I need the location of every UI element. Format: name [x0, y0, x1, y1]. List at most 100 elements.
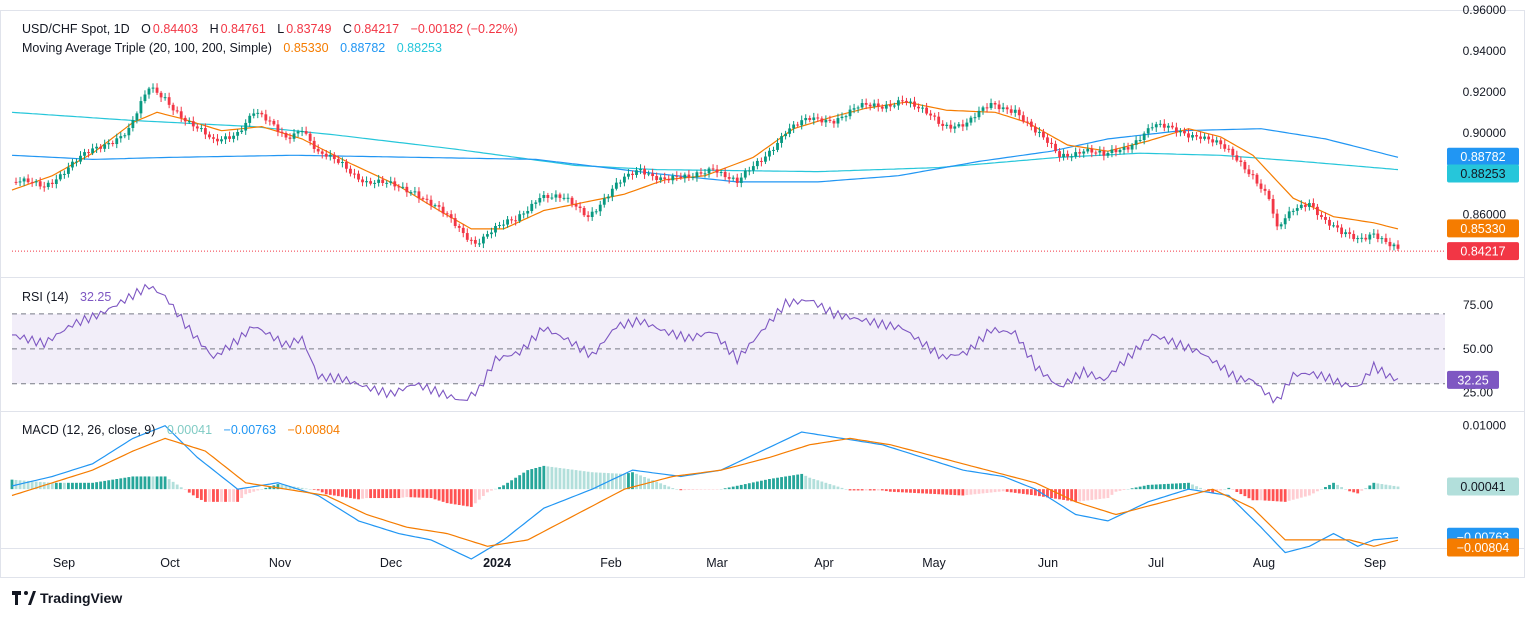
- macd-hist-bar: [1287, 489, 1291, 501]
- candle-body: [1376, 233, 1380, 240]
- macd-hist-bar: [876, 489, 880, 491]
- candle-body: [542, 195, 546, 199]
- macd-hist-bar: [1219, 489, 1223, 491]
- macd-hist-bar: [1009, 489, 1013, 493]
- macd-hist-bar: [284, 485, 288, 490]
- candle-body: [1021, 115, 1025, 122]
- macd-hist-bar: [699, 489, 703, 490]
- candle-body: [1211, 139, 1215, 143]
- macd-hist-bar: [917, 489, 920, 494]
- macd-hist-bar: [62, 482, 66, 490]
- open-label: O: [141, 22, 151, 36]
- macd-hist-bar: [957, 489, 961, 496]
- macd-hist-bar: [747, 483, 751, 490]
- candle-body: [606, 196, 610, 199]
- macd-legend-label: MACD (12, 26, close, 9): [22, 423, 156, 437]
- candle-body: [288, 137, 292, 139]
- candle-body: [1287, 211, 1291, 219]
- macd-hist-bar: [1158, 484, 1162, 490]
- macd-hist-bar: [240, 489, 244, 499]
- candle-body: [195, 126, 199, 129]
- macd-hist-bar: [1368, 485, 1372, 490]
- time-axis-tick-5: Feb: [600, 556, 622, 570]
- macd-hist-bar: [1130, 488, 1134, 490]
- macd-hist-bar: [921, 489, 924, 494]
- candle-body: [941, 123, 945, 126]
- candle-body: [901, 100, 904, 102]
- candle-body: [91, 148, 94, 154]
- tradingview-brand[interactable]: TradingView: [12, 590, 122, 606]
- macd-hist-bar: [397, 489, 401, 499]
- macd-hist-bar: [812, 479, 816, 490]
- candle-body: [208, 134, 211, 138]
- candle-body: [345, 162, 348, 169]
- macd-hist-bar: [147, 476, 151, 490]
- macd-hist-bar: [1199, 487, 1202, 490]
- macd-hist-bar: [50, 482, 54, 490]
- macd-hist-bar: [494, 488, 497, 490]
- candle-body: [1279, 224, 1283, 227]
- macd-hist-bar: [784, 476, 787, 490]
- macd-hist-bar: [985, 489, 989, 493]
- candle-body: [921, 107, 924, 109]
- candle-body: [1166, 125, 1170, 128]
- candle-body: [711, 168, 715, 170]
- candle-body: [675, 175, 679, 177]
- macd-hist-bar: [739, 484, 743, 490]
- low-label: L: [277, 22, 285, 36]
- candle-body: [1013, 109, 1017, 113]
- candle-body: [695, 172, 699, 178]
- macd-hist-bar: [1316, 489, 1319, 492]
- macd-hist-bar: [618, 473, 622, 490]
- candle-body: [1050, 142, 1053, 144]
- macd-hist-bar: [159, 476, 163, 490]
- macd-hist-bar: [969, 489, 973, 495]
- candle-body: [1062, 153, 1065, 158]
- candle-body: [46, 182, 50, 188]
- macd-hist-bar: [1066, 489, 1070, 501]
- macd-hist-bar: [155, 476, 159, 490]
- macd-hist-bar: [401, 489, 405, 498]
- macd-hist-bar: [1376, 483, 1380, 490]
- macd-hist-bar: [296, 487, 300, 490]
- macd-hist-bar: [997, 489, 1001, 492]
- candle-body: [1247, 169, 1251, 175]
- macd-hist-bar: [54, 482, 58, 490]
- candle-body: [119, 136, 123, 139]
- candle-body: [1170, 125, 1174, 128]
- macd-hist-bar: [731, 486, 735, 490]
- macd-hist-bar: [836, 486, 840, 490]
- macd-hist-bar: [75, 482, 78, 490]
- macd-hist-bar: [1283, 489, 1287, 502]
- candle-body: [1380, 238, 1384, 240]
- macd-hist-bar: [1195, 486, 1198, 490]
- macd-hist-bar: [453, 489, 457, 505]
- candle-body: [1299, 204, 1303, 209]
- candle-body: [1243, 161, 1247, 170]
- candle-body: [1311, 203, 1315, 207]
- candle-body: [1344, 232, 1348, 235]
- candle-body: [421, 198, 425, 200]
- candle-body: [957, 124, 961, 127]
- macd-hist-bar: [1038, 489, 1041, 497]
- brand-name: TradingView: [40, 590, 123, 606]
- candle-body: [586, 215, 590, 218]
- candle-body: [393, 181, 397, 187]
- candle-body: [1259, 183, 1263, 189]
- macd-hist-bar: [248, 489, 252, 493]
- candle-body: [1098, 150, 1102, 153]
- macd-hist-bar: [163, 476, 167, 490]
- candle-body: [1009, 109, 1013, 113]
- candle-body: [260, 112, 264, 115]
- price-legend: USD/CHF Spot, 1D O 0.84403 H 0.84761 L 0.83…: [22, 22, 520, 36]
- macd-hist-bar: [393, 489, 397, 499]
- macd-hist-bar: [417, 489, 421, 498]
- candle-body: [449, 214, 453, 219]
- macd-hist-bar: [582, 471, 586, 490]
- candle-body: [663, 177, 667, 179]
- candle-body: [365, 181, 368, 183]
- candle-body: [203, 128, 207, 135]
- candle-body: [751, 166, 755, 171]
- macd-hist-bar: [1279, 489, 1283, 502]
- candle-body: [872, 103, 876, 107]
